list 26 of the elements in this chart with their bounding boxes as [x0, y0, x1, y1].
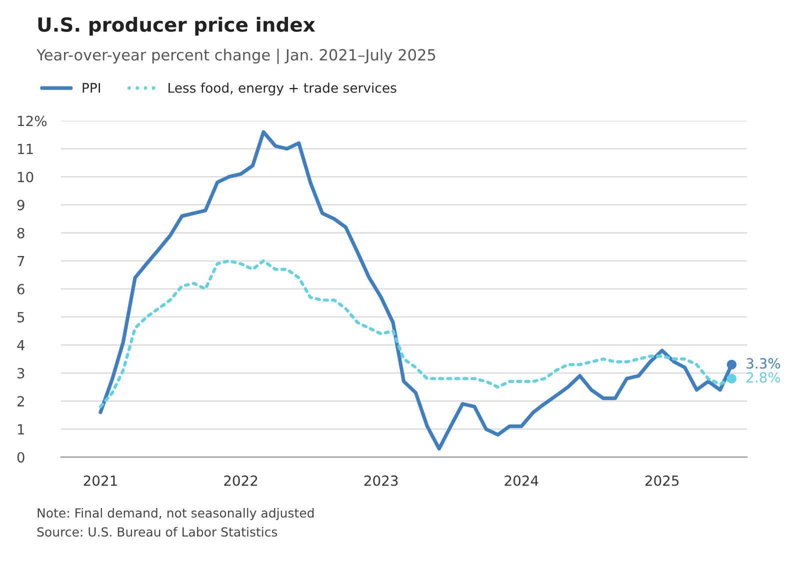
text: Note: Final demand, not seasonally adjusted — [38, 508, 314, 520]
annotation: 3.3% — [746, 358, 780, 369]
y-tick-label: 3 — [18, 368, 24, 379]
y-tick-label: 2 — [17, 396, 24, 406]
y-tick-label: 7 — [18, 256, 24, 266]
y-tick-label: 5 — [18, 312, 24, 322]
y-tick-label: 6 — [17, 284, 24, 294]
x-tick-label: 2025 — [645, 475, 679, 486]
annotation: 2.8% — [746, 372, 780, 383]
chart-title: U.S. producer price index — [38, 16, 316, 36]
y-tick-label: 12% — [18, 116, 47, 126]
x-tick-label: 2023 — [364, 475, 398, 486]
y-tick-label: 1 — [18, 424, 24, 434]
x-tick-label: 2022 — [224, 475, 258, 486]
legend-label: Less food, energy + trade services — [168, 82, 396, 96]
y-tick-label: 4 — [17, 340, 25, 350]
x-tick-label: 2024 — [504, 475, 538, 486]
y-tick-label: 0 — [17, 452, 24, 463]
y-tick-label: 8 — [17, 228, 24, 238]
x-tick-label: 2021 — [84, 475, 117, 486]
y-tick-label: 9 — [17, 200, 24, 210]
legend-label: PPI — [82, 83, 100, 93]
chart-subtitle: Year-over-year percent change | Jan. 2021–July 2025 — [36, 48, 436, 64]
source-note: Source: U.S. Bureau of Labor Statistics — [37, 526, 278, 537]
y-tick-label: 10 — [18, 172, 34, 182]
y-tick-label: 11 — [18, 144, 33, 154]
